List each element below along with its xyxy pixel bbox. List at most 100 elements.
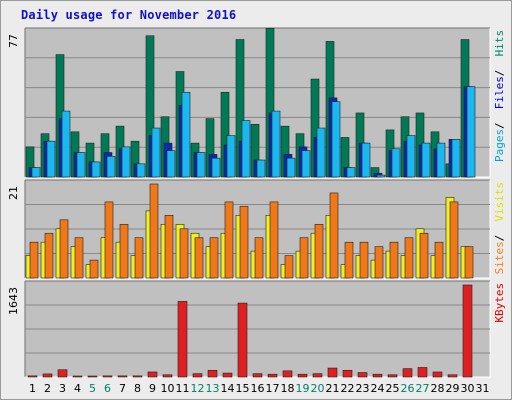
bar-kbytes-day-3 — [57, 369, 68, 378]
bar-kbytes-day-17 — [267, 373, 278, 378]
bar-pages-day-10 — [166, 150, 176, 178]
bar-sites-day-8 — [134, 237, 144, 279]
panel-kbytes-ymax-label: 1643 — [7, 287, 20, 315]
bar-pages-day-11 — [181, 91, 191, 178]
bar-pages-day-7 — [121, 146, 131, 178]
bar-sites-day-1 — [29, 241, 39, 279]
x-tick-day-13: 13 — [206, 382, 220, 395]
legend-visits: Visits — [493, 182, 506, 222]
x-tick-day-18: 18 — [281, 382, 295, 395]
x-tick-day-17: 17 — [266, 382, 280, 395]
bar-sites-day-3 — [59, 219, 69, 279]
x-tick-day-12: 12 — [191, 382, 205, 395]
x-tick-day-30: 30 — [461, 382, 475, 395]
bar-kbytes-day-11 — [177, 301, 188, 378]
bar-sites-day-26 — [404, 237, 414, 279]
bar-kbytes-day-29 — [447, 374, 458, 378]
x-tick-day-21: 21 — [326, 382, 340, 395]
bar-sites-day-5 — [89, 259, 99, 279]
x-tick-day-3: 3 — [59, 382, 66, 395]
bar-kbytes-day-28 — [432, 371, 443, 378]
bar-pages-day-5 — [91, 161, 101, 178]
bar-sites-day-10 — [164, 215, 174, 279]
bar-pages-day-28 — [436, 142, 446, 178]
bar-pages-day-19 — [301, 150, 311, 178]
x-tick-day-22: 22 — [341, 382, 355, 395]
x-tick-day-24: 24 — [371, 382, 385, 395]
bar-kbytes-day-19 — [297, 373, 308, 378]
x-tick-day-29: 29 — [446, 382, 460, 395]
bar-sites-day-27 — [419, 232, 429, 279]
x-tick-day-15: 15 — [236, 382, 250, 395]
bar-sites-day-16 — [254, 237, 264, 279]
bar-pages-day-30 — [466, 86, 476, 178]
x-tick-day-4: 4 — [74, 382, 81, 395]
x-tick-day-9: 9 — [149, 382, 156, 395]
bar-kbytes-day-30 — [462, 284, 473, 378]
bar-kbytes-day-21 — [327, 367, 338, 378]
bar-kbytes-day-8 — [132, 375, 143, 378]
bar-sites-day-14 — [224, 201, 234, 279]
legend-separator: / — [493, 122, 506, 129]
bar-sites-day-17 — [269, 201, 279, 279]
x-tick-day-7: 7 — [119, 382, 126, 395]
bar-kbytes-day-10 — [162, 374, 173, 378]
x-tick-day-27: 27 — [416, 382, 430, 395]
x-tick-day-6: 6 — [104, 382, 111, 395]
x-tick-day-10: 10 — [161, 382, 175, 395]
bar-pages-day-26 — [406, 135, 416, 178]
bar-sites-day-18 — [284, 255, 294, 279]
bar-sites-day-2 — [44, 232, 54, 279]
x-tick-day-5: 5 — [89, 382, 96, 395]
legend-separator: / — [493, 235, 506, 242]
x-tick-day-2: 2 — [44, 382, 51, 395]
bar-sites-day-25 — [389, 241, 399, 279]
bar-sites-day-4 — [74, 237, 84, 279]
legend-separator: / — [493, 70, 506, 77]
bar-pages-day-9 — [151, 127, 161, 178]
bar-sites-day-12 — [194, 237, 204, 279]
legend-pages: Pages — [493, 129, 506, 162]
bar-sites-day-22 — [344, 241, 354, 279]
bar-pages-day-25 — [391, 148, 401, 178]
x-tick-day-31: 31 — [476, 382, 490, 395]
bar-kbytes-day-15 — [237, 302, 248, 378]
bar-pages-day-8 — [136, 163, 146, 178]
bar-pages-day-3 — [61, 110, 71, 178]
bar-kbytes-day-27 — [417, 367, 428, 378]
bar-pages-day-22 — [346, 167, 356, 178]
bar-kbytes-day-16 — [252, 373, 263, 378]
bar-sites-day-11 — [179, 228, 189, 279]
bar-sites-day-9 — [149, 183, 159, 279]
bar-pages-day-13 — [211, 157, 221, 178]
bar-sites-day-7 — [119, 223, 129, 279]
bar-kbytes-day-9 — [147, 371, 158, 378]
bar-pages-day-24 — [376, 174, 386, 178]
x-tick-day-19: 19 — [296, 382, 310, 395]
bar-pages-day-2 — [46, 140, 56, 178]
bar-pages-day-23 — [361, 142, 371, 178]
bar-kbytes-day-12 — [192, 373, 203, 378]
bar-pages-day-27 — [421, 142, 431, 178]
bar-pages-day-20 — [316, 127, 326, 178]
bar-kbytes-day-1 — [27, 375, 38, 378]
panel-hits-files-pages-ymax-label: 77 — [7, 34, 20, 48]
legend-hits: Hits — [493, 30, 506, 57]
x-tick-day-11: 11 — [176, 382, 190, 395]
x-tick-day-14: 14 — [221, 382, 235, 395]
bar-kbytes-day-22 — [342, 369, 353, 378]
bar-pages-day-1 — [31, 167, 41, 178]
bar-kbytes-day-13 — [207, 369, 218, 378]
bar-kbytes-day-25 — [387, 374, 398, 378]
bar-pages-day-6 — [106, 155, 116, 178]
bar-pages-day-17 — [271, 110, 281, 178]
bar-pages-day-21 — [331, 101, 341, 178]
bar-sites-day-30 — [464, 246, 474, 279]
x-tick-day-26: 26 — [401, 382, 415, 395]
bar-sites-day-6 — [104, 201, 114, 279]
bar-kbytes-day-14 — [222, 372, 233, 378]
bar-pages-day-16 — [256, 159, 266, 178]
bar-sites-day-13 — [209, 237, 219, 279]
x-tick-day-23: 23 — [356, 382, 370, 395]
